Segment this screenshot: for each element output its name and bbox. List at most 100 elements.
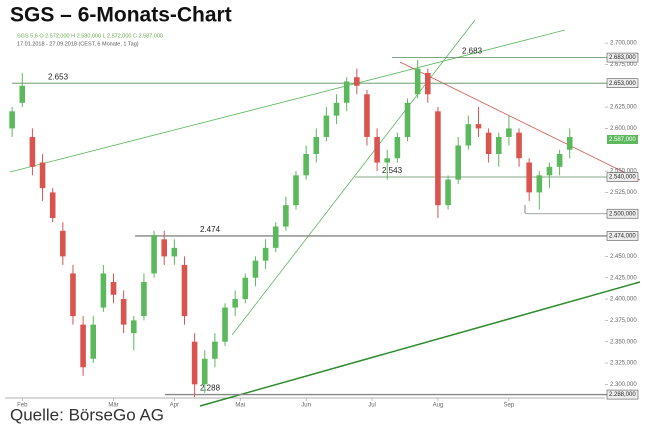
candle-body <box>80 324 86 368</box>
candle-body <box>293 175 299 206</box>
candle-body <box>536 175 543 193</box>
trend-line <box>9 29 566 173</box>
period-line: 17.01.2018 - 27.09.2018 (CEST, 6 Monate,… <box>17 41 139 47</box>
candle-body <box>70 273 76 317</box>
candle-body <box>141 281 147 317</box>
trend-line <box>399 61 641 181</box>
candle-body <box>303 154 309 176</box>
candle-body <box>354 77 360 86</box>
candle-body <box>435 111 441 206</box>
y-tick-label: 2.625,000 <box>610 105 637 111</box>
trend-line <box>231 19 476 336</box>
x-tick-label: Aug <box>433 403 444 409</box>
y-tick-label: 2.550,000 <box>610 169 637 175</box>
candle-body <box>465 124 472 146</box>
y-tick-label: 2.425,000 <box>610 275 637 281</box>
level-label: 2.474 <box>200 225 221 234</box>
candle-body <box>516 132 522 159</box>
candle-body <box>394 136 401 159</box>
candle-body <box>475 124 482 129</box>
candle-body <box>566 136 573 150</box>
candle-body <box>19 85 26 103</box>
y-tick-label: 2.600,000 <box>610 126 637 132</box>
level-box-label: 2.288,000 <box>609 392 636 398</box>
candle-body <box>39 162 46 189</box>
candle-body <box>333 102 340 116</box>
source: Quelle: BörseGo AG <box>10 405 164 424</box>
x-tick-label: Jul <box>368 403 376 409</box>
level-box-label: 2.540,000 <box>609 175 636 181</box>
y-tick-label: 2.350,000 <box>610 339 637 345</box>
candle-body <box>222 307 228 342</box>
x-tick-label: Jun <box>301 403 311 409</box>
candle-body <box>49 192 56 218</box>
candle-body <box>404 102 411 137</box>
info-line: SGS 5,6 O 2.572,000 H 2.580,000 L 2.572,… <box>17 33 163 39</box>
x-tick-label: Apr <box>170 403 179 409</box>
trend-line <box>199 281 641 407</box>
candle-body <box>131 320 137 334</box>
candle-body <box>495 136 502 154</box>
candle-body <box>323 115 330 137</box>
candle-body <box>283 205 289 227</box>
candle-body <box>374 136 380 163</box>
candle-body <box>343 81 350 103</box>
candle-body <box>9 111 15 129</box>
candle-body <box>60 230 66 257</box>
y-tick-label: 2.450,000 <box>610 254 637 260</box>
candle-body <box>120 299 127 325</box>
level-label: 2.653 <box>48 72 69 81</box>
candle-body <box>262 247 269 261</box>
level-box <box>606 172 639 182</box>
candle-body <box>526 162 532 193</box>
level-label: 2.288 <box>200 384 221 393</box>
candle-body <box>161 239 167 257</box>
candle-body <box>212 341 218 359</box>
candle-body <box>151 235 157 274</box>
level-box-label: 2.474,000 <box>609 233 636 239</box>
x-tick-label: Sep <box>504 403 515 409</box>
level-box <box>606 52 639 63</box>
y-tick-label: 2.325,000 <box>610 361 637 367</box>
level-label: 2.543 <box>382 166 403 175</box>
level-box <box>606 231 639 241</box>
candle-body <box>201 358 208 385</box>
candle-body <box>506 128 512 137</box>
level-box-label: 2.653,000 <box>609 81 636 87</box>
level-label: 2.683 <box>462 47 483 56</box>
last-price-label: 2.587,000 <box>609 137 636 143</box>
level-box <box>606 78 639 88</box>
y-tick-label: 2.525,000 <box>610 190 637 196</box>
candle-body <box>414 68 421 95</box>
level-box <box>606 208 639 219</box>
candle-body <box>252 260 259 278</box>
chart-title: SGS – 6-Monats-Chart <box>10 4 232 27</box>
y-tick-label: 2.300,000 <box>610 382 637 388</box>
candle-body <box>242 277 249 300</box>
last-price-box <box>607 134 638 144</box>
candle-body <box>485 132 492 154</box>
candle-body <box>384 158 391 163</box>
level-box <box>606 389 639 400</box>
candle-body <box>191 341 198 385</box>
x-tick-label: Mai <box>235 403 245 409</box>
candle-body <box>313 136 320 154</box>
candle-body <box>90 324 97 359</box>
x-tick-label: Mär <box>108 403 118 409</box>
level-box-label: 2.683,000 <box>609 55 636 61</box>
candle-body <box>364 94 370 137</box>
level-box-label: 2.500,000 <box>609 211 636 217</box>
candle-body <box>425 72 431 95</box>
y-tick-label: 2.675,000 <box>610 62 637 68</box>
candle-body <box>455 145 461 180</box>
candle-body <box>29 136 36 167</box>
candle-body <box>556 154 563 167</box>
candle-body <box>100 273 107 308</box>
candle-body <box>272 226 279 248</box>
trend-lines <box>9 19 641 407</box>
y-tick-label: 2.400,000 <box>610 297 637 303</box>
candle-body <box>232 299 238 308</box>
y-tick-label: 2.375,000 <box>610 318 637 324</box>
